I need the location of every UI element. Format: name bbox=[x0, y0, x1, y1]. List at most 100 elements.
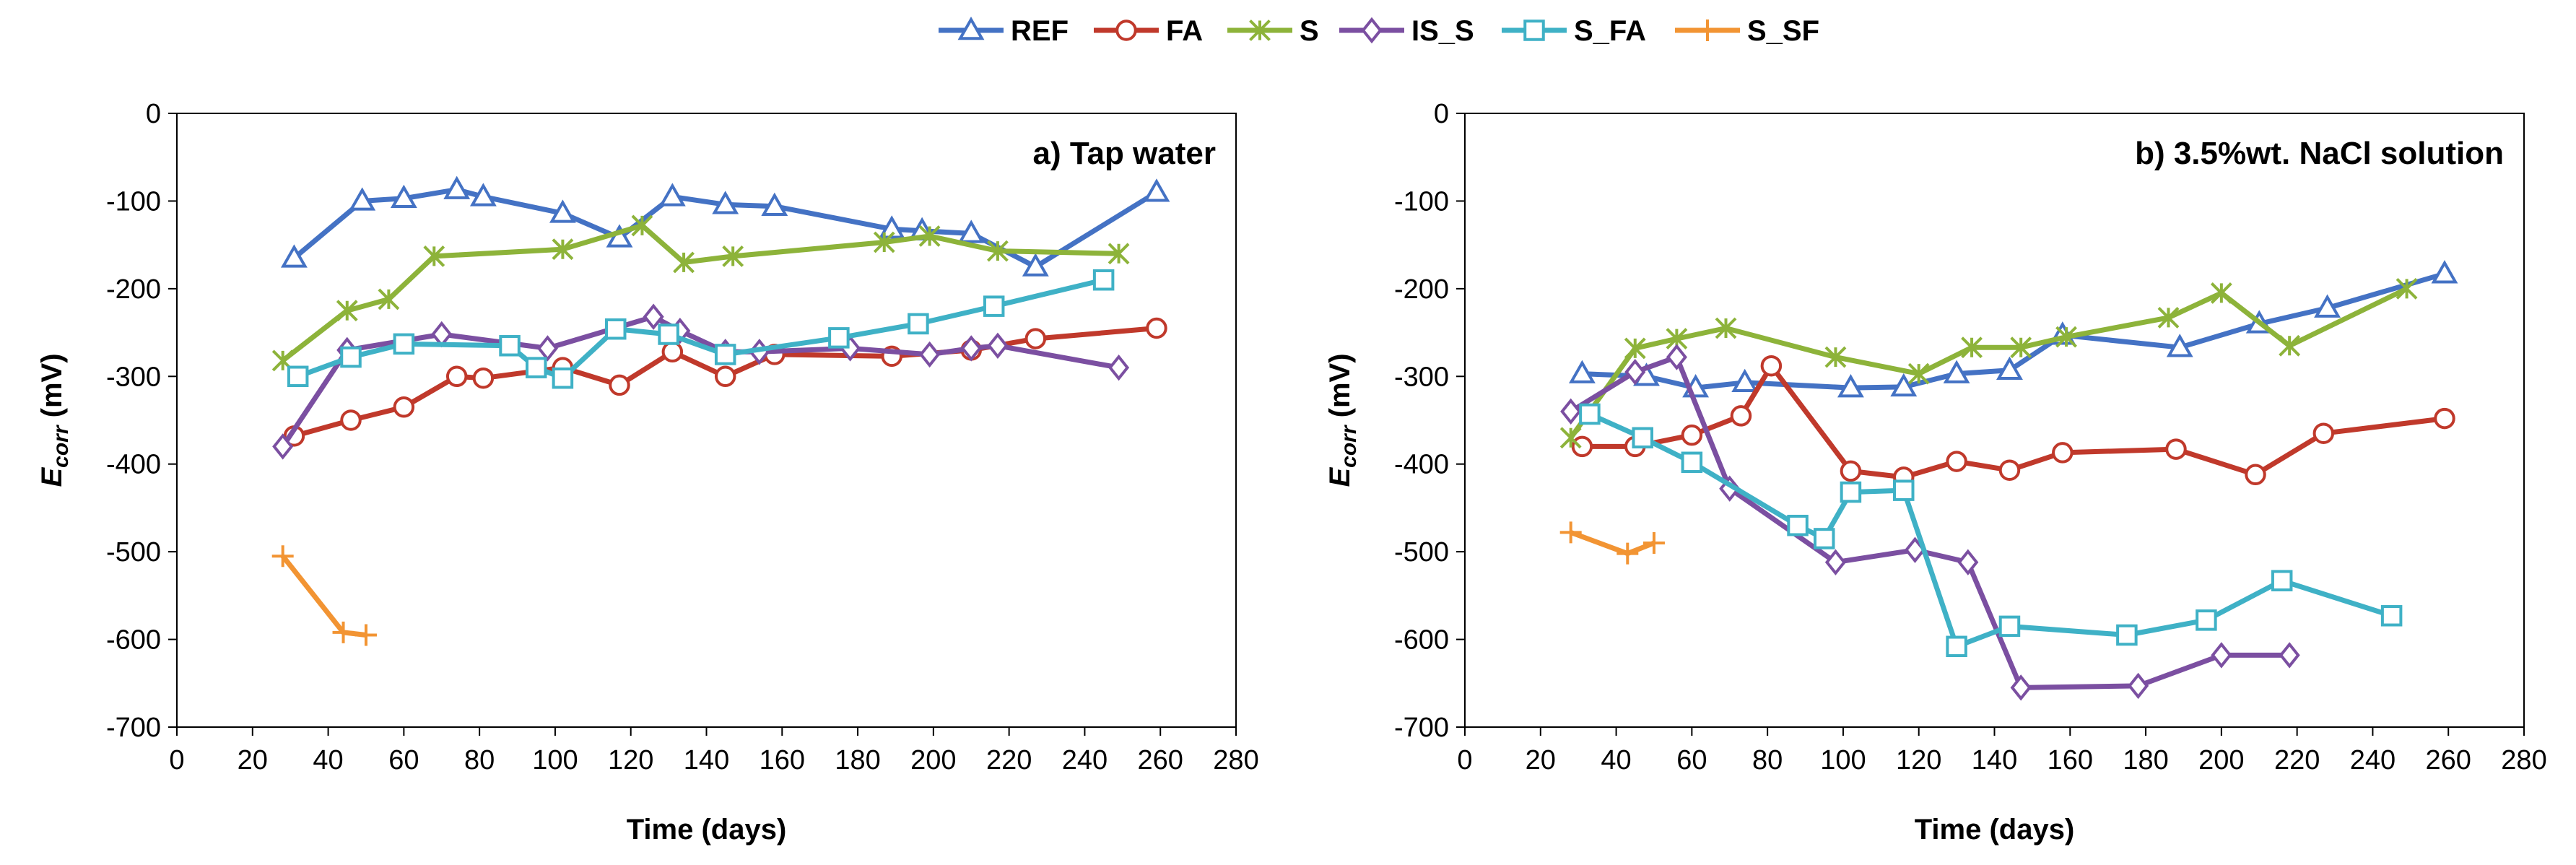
legend-marker bbox=[1697, 19, 1718, 41]
plot-frame bbox=[1464, 113, 2525, 728]
panel-title: a) Tap water bbox=[1033, 136, 1216, 171]
legend-entry-ref: REF bbox=[939, 15, 1069, 47]
series-line-s-sf bbox=[1570, 530, 1655, 557]
data-point-fa bbox=[1024, 328, 1047, 349]
data-point-fa bbox=[393, 396, 415, 418]
data-point-fa bbox=[2052, 442, 2074, 464]
plot-area bbox=[1464, 113, 2525, 728]
legend-label: S_FA bbox=[1574, 15, 1646, 47]
panel-title: b) 3.5%wt. NaCl solution bbox=[2135, 136, 2504, 171]
data-point-fa bbox=[1146, 317, 1167, 339]
data-point-ref bbox=[469, 183, 497, 207]
data-point-ref bbox=[712, 191, 739, 214]
legend-label: REF bbox=[1011, 15, 1069, 47]
legend-entry-s-fa: S_FA bbox=[1502, 15, 1646, 47]
y-tick-label: -300 bbox=[106, 362, 161, 392]
data-point-is-s bbox=[1824, 549, 1847, 575]
legend-label: S bbox=[1300, 15, 1319, 47]
legend-marker bbox=[1115, 19, 1137, 41]
data-point-s bbox=[552, 238, 574, 261]
data-point-s bbox=[1108, 243, 1130, 265]
data-point-s bbox=[1961, 336, 1983, 359]
data-point-s-fa bbox=[714, 344, 736, 365]
plot-area bbox=[176, 113, 1237, 728]
y-tick-label: -100 bbox=[106, 186, 161, 217]
data-point-s-fa bbox=[908, 313, 929, 335]
x-tick-label: 260 bbox=[2426, 745, 2471, 775]
data-point-is-s bbox=[1560, 398, 1582, 425]
legend-label: S_SF bbox=[1747, 15, 1819, 47]
series-s-fa bbox=[1579, 403, 2403, 658]
series-s-sf bbox=[1559, 521, 1665, 565]
x-axis-title: Time (days) bbox=[627, 814, 787, 846]
data-point-fa bbox=[472, 367, 495, 389]
x-tick-label: 40 bbox=[1601, 745, 1631, 775]
chart-panel-tap-water: 0 20 40 60 80 100 120 140 160 180 200 220 240 260 280 0… bbox=[36, 99, 1259, 846]
data-point-fa bbox=[445, 365, 468, 388]
x-tick-label: 80 bbox=[464, 745, 495, 775]
y-tick-label: -500 bbox=[1394, 537, 1449, 568]
series-line-is-s bbox=[1569, 355, 2290, 690]
data-point-s bbox=[918, 225, 941, 247]
series-line-s-sf bbox=[280, 555, 367, 638]
data-point-ref bbox=[1568, 360, 1596, 383]
data-point-fa bbox=[2245, 464, 2266, 486]
chart-legend: REF FA S IS_S S_FA S_SF bbox=[939, 15, 1819, 47]
data-point-s-fa bbox=[1681, 451, 1703, 474]
x-tick-label: 160 bbox=[2048, 745, 2093, 775]
data-point-s-fa bbox=[1632, 427, 1653, 449]
x-tick-label: 40 bbox=[313, 745, 343, 775]
data-point-s bbox=[673, 251, 695, 274]
data-point-fa bbox=[1681, 424, 1703, 446]
x-tick-label: 240 bbox=[2350, 745, 2396, 775]
legend-entry-s: S bbox=[1227, 15, 1319, 47]
data-point-fa bbox=[1840, 460, 1862, 482]
data-point-s bbox=[873, 231, 895, 253]
legend-marker bbox=[1361, 17, 1383, 44]
series-is-s bbox=[1560, 344, 2300, 701]
data-point-s-fa bbox=[340, 346, 362, 368]
data-point-is-s bbox=[2279, 642, 2300, 669]
x-tick-label: 260 bbox=[1138, 745, 1183, 775]
data-point-s-fa bbox=[1946, 635, 1967, 658]
data-point-is-s bbox=[1108, 354, 1130, 381]
data-point-s-fa bbox=[2116, 624, 2138, 646]
data-point-s bbox=[378, 288, 400, 310]
data-point-s-sf bbox=[332, 621, 354, 643]
x-tick-label: 120 bbox=[608, 745, 653, 775]
data-point-s-sf bbox=[354, 624, 377, 646]
data-point-s-fa bbox=[1092, 269, 1115, 291]
chart-panel-nacl-solution: 0 20 40 60 80 100 120 140 160 180 200 220 240 260 280 0… bbox=[1324, 99, 2547, 846]
data-point-fa bbox=[1571, 435, 1593, 458]
data-point-s bbox=[1907, 362, 1930, 385]
data-point-s-fa bbox=[1998, 615, 2021, 638]
data-point-ref bbox=[2166, 334, 2193, 357]
x-tick-label: 220 bbox=[986, 745, 1032, 775]
data-point-s bbox=[987, 240, 1009, 262]
data-point-s bbox=[2279, 334, 2301, 357]
data-point-ref bbox=[761, 192, 788, 216]
x-tick-label: 60 bbox=[388, 745, 419, 775]
data-point-s bbox=[1624, 337, 1646, 360]
legend-entry-fa: FA bbox=[1094, 15, 1203, 47]
data-point-s-fa bbox=[2196, 609, 2217, 631]
plot-frame bbox=[176, 113, 1237, 728]
data-point-s-fa bbox=[1787, 514, 1809, 536]
data-point-s bbox=[722, 245, 744, 267]
x-tick-label: 180 bbox=[835, 745, 880, 775]
data-point-ref bbox=[549, 199, 576, 223]
x-tick-label: 100 bbox=[1820, 745, 1866, 775]
data-point-fa bbox=[2434, 407, 2455, 430]
data-point-s bbox=[1715, 317, 1737, 339]
data-point-s-sf bbox=[271, 545, 294, 568]
x-tick-label: 0 bbox=[1457, 745, 1472, 775]
data-point-ref bbox=[957, 219, 985, 243]
y-tick-label: -700 bbox=[106, 713, 161, 743]
data-point-ref bbox=[1837, 374, 1864, 398]
x-tick-label: 20 bbox=[238, 745, 268, 775]
legend-label: FA bbox=[1166, 15, 1203, 47]
data-point-s-sf bbox=[1616, 542, 1639, 565]
data-point-fa bbox=[1730, 405, 1752, 427]
data-point-is-s bbox=[2211, 642, 2232, 669]
data-point-s-fa bbox=[1579, 403, 1601, 425]
